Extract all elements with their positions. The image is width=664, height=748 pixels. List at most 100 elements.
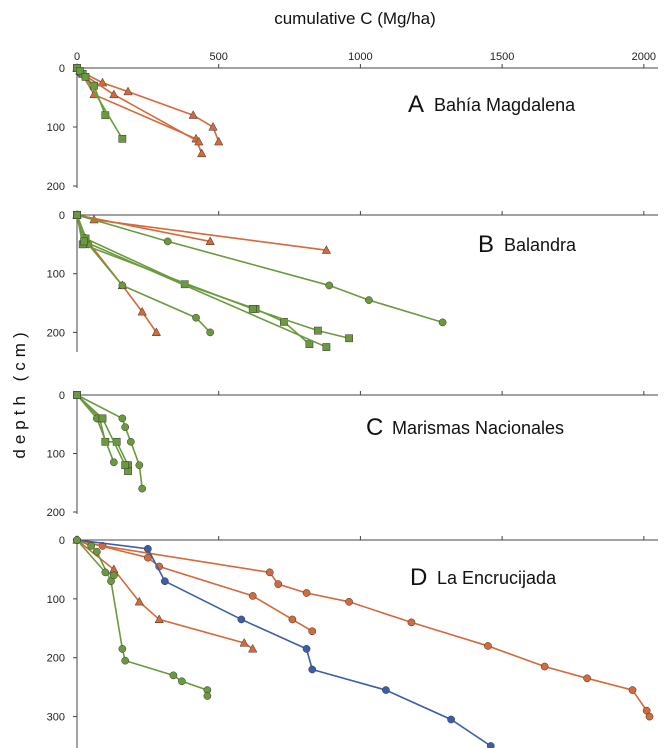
data-point <box>121 461 130 470</box>
y-tick-label: 0 <box>59 390 65 402</box>
data-point <box>161 577 169 586</box>
data-point <box>206 328 215 337</box>
data-point <box>486 742 495 748</box>
panel-name: Marismas Nacionales <box>392 418 564 438</box>
x-tick-label: 2000 <box>632 51 656 63</box>
data-point <box>239 637 249 647</box>
panel-letter: B <box>478 231 494 258</box>
data-point <box>325 281 334 290</box>
series-d-6 <box>73 536 118 580</box>
data-point <box>118 134 127 143</box>
series-line <box>76 214 350 340</box>
data-point <box>73 536 81 544</box>
series-a-3 <box>72 62 204 146</box>
x-tick-label: 1500 <box>490 51 514 63</box>
panel-name: La Encrucijada <box>437 568 557 588</box>
data-point <box>134 596 144 606</box>
y-axis-title: depth (cm) <box>10 327 29 458</box>
data-point <box>308 627 317 636</box>
series-line <box>76 214 327 252</box>
data-point <box>151 327 161 336</box>
data-point <box>98 414 107 423</box>
data-point <box>154 614 164 624</box>
data-point <box>214 136 224 146</box>
data-point <box>121 656 130 665</box>
data-point <box>97 77 108 87</box>
y-tick-label: 100 <box>47 594 65 606</box>
data-point <box>73 391 81 399</box>
data-point <box>194 136 204 146</box>
data-point <box>628 686 637 694</box>
y-tick-label: 100 <box>47 449 65 461</box>
data-point <box>203 692 212 700</box>
data-point <box>144 553 152 562</box>
data-point <box>205 236 215 245</box>
data-point <box>163 237 172 246</box>
data-point <box>248 592 257 600</box>
y-tick-label: 200 <box>47 181 65 193</box>
y-tick-label: 0 <box>59 535 65 547</box>
data-point <box>208 121 218 131</box>
data-point <box>248 643 258 653</box>
data-point <box>302 645 311 653</box>
data-point <box>118 645 127 653</box>
series-c-3 <box>73 391 118 467</box>
x-tick-label: 0 <box>74 51 80 63</box>
series-a-1 <box>72 62 224 146</box>
series-line <box>76 539 209 696</box>
data-point <box>583 674 591 683</box>
data-point <box>80 237 88 246</box>
data-point <box>365 296 373 304</box>
series-d-4 <box>73 536 495 748</box>
series-b-8 <box>73 211 331 351</box>
x-tick-label: 500 <box>210 51 228 63</box>
data-point <box>274 580 283 588</box>
y-tick-label: 200 <box>47 507 65 519</box>
data-point <box>87 542 96 550</box>
series-line <box>76 394 143 489</box>
data-point <box>645 712 654 721</box>
data-point <box>540 662 549 671</box>
series-b-5 <box>73 211 215 337</box>
data-point <box>123 86 133 96</box>
x-axis-title: cumulative C (Mg/ha) <box>274 9 436 28</box>
y-tick-label: 300 <box>47 712 65 724</box>
data-point <box>109 89 119 99</box>
series-line <box>76 214 443 324</box>
data-point <box>265 568 274 577</box>
data-point <box>302 589 311 597</box>
series-line <box>76 539 492 747</box>
data-point <box>322 343 331 351</box>
panel-name: Bahía Magdalena <box>434 95 576 115</box>
data-point <box>75 67 84 75</box>
y-tick-label: 100 <box>47 269 65 281</box>
data-point <box>314 326 322 335</box>
series-d-5 <box>73 536 212 700</box>
data-point <box>321 245 332 254</box>
series-b-1 <box>72 209 332 254</box>
panel-a: 0 500 1000 1500 2000 0 100 200 A Bahía Magdalena <box>47 51 658 193</box>
data-point <box>137 306 147 316</box>
data-point <box>407 618 416 627</box>
data-point <box>197 148 207 158</box>
data-point <box>248 305 257 313</box>
data-point <box>118 281 127 290</box>
data-point <box>144 544 152 553</box>
data-point <box>308 665 317 674</box>
data-point <box>126 437 135 446</box>
series-b-4 <box>73 211 447 327</box>
data-point <box>438 318 447 327</box>
y-tick-label: 200 <box>47 327 65 339</box>
x-tick-label: 1000 <box>348 51 372 63</box>
panel-letter: A <box>408 91 424 118</box>
data-point <box>192 313 200 322</box>
panel-letter: C <box>366 414 383 441</box>
data-point <box>109 458 118 467</box>
series-c-4 <box>73 391 130 470</box>
y-tick-label: 0 <box>59 63 65 75</box>
data-point <box>73 211 81 219</box>
data-point <box>92 547 101 556</box>
y-tick-label: 100 <box>47 122 65 134</box>
